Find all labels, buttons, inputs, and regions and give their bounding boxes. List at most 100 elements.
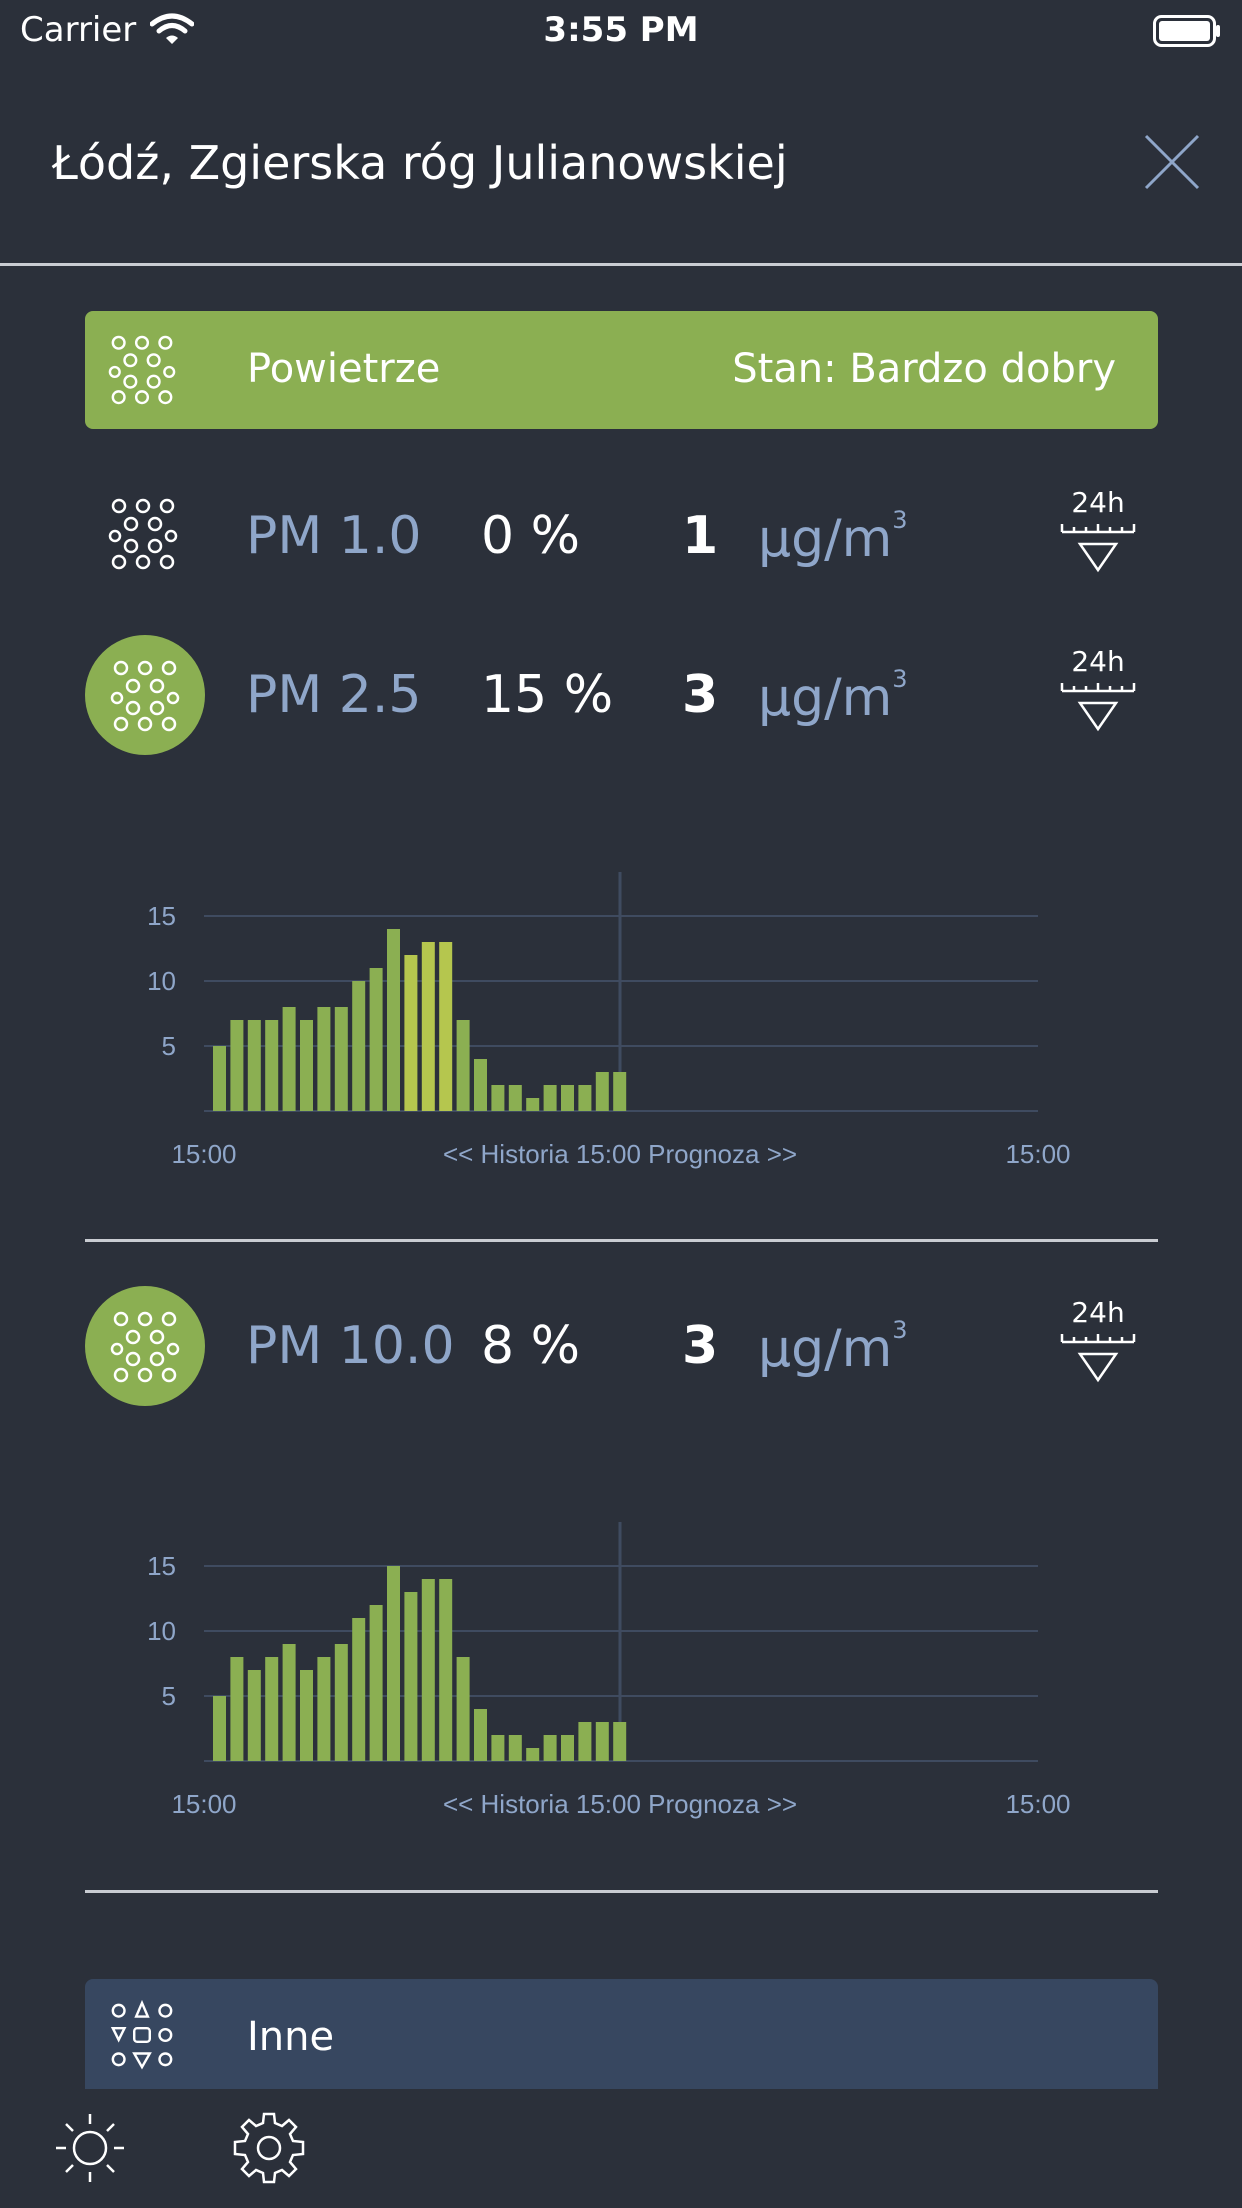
pm25-history-chart: 5 10 15 15:00 << Historia 15:00 Prognoza >> 1… [0, 860, 1242, 1200]
chart-bar [474, 1709, 487, 1761]
chart-bar [265, 1657, 279, 1761]
chart-bar [247, 1670, 261, 1761]
chart-bar [474, 1059, 487, 1111]
chart-bar [230, 1657, 244, 1761]
header-divider [0, 263, 1242, 266]
page-title: Łódź, Zgierska róg Julianowskiej [52, 136, 788, 190]
air-section-label: Powietrze [247, 346, 441, 392]
24h-history-button[interactable]: 24h [1056, 1296, 1140, 1396]
pm-row-pm10[interactable]: PM 10.0 8 % 3 µg/m3 24h [0, 1286, 1242, 1406]
y-tick-label: 10 [147, 1616, 176, 1646]
x-label-start: 15:00 [171, 1139, 236, 1169]
chart-bar [369, 1605, 383, 1761]
chart-bar [578, 1085, 592, 1111]
particles-icon [108, 335, 176, 405]
x-label-history-forecast: << Historia 15:00 Prognoza >> [443, 1139, 797, 1169]
chart-bar [213, 1046, 226, 1111]
other-section-bar[interactable]: Inne [85, 1979, 1158, 2089]
chart-bar [265, 1020, 279, 1111]
chart-bar [404, 955, 418, 1111]
chart-bar [282, 1007, 296, 1111]
pm-unit: µg/m3 [758, 665, 908, 728]
particles-icon [108, 498, 178, 570]
chart-bar [456, 1657, 470, 1761]
chart-bar [578, 1722, 592, 1761]
chart-bar [334, 1644, 348, 1761]
24h-history-button[interactable]: 24h [1056, 486, 1140, 586]
y-tick-label: 15 [147, 901, 176, 931]
x-label-start: 15:00 [171, 1789, 236, 1819]
pm-unit: µg/m3 [758, 506, 908, 569]
ruler-arrow-icon [1060, 524, 1136, 573]
chart-bar [282, 1644, 296, 1761]
pm-percent: 15 % [481, 665, 614, 725]
chart-bar [491, 1085, 505, 1111]
y-tick-label: 5 [162, 1681, 176, 1711]
24h-label: 24h [1071, 1296, 1125, 1329]
pm10-history-chart: 5 10 15 15:00 << Historia 15:00 Prognoza >> 1… [0, 1510, 1242, 1850]
chart-bar [404, 1592, 418, 1761]
chart-bar [595, 1072, 609, 1111]
air-quality-section-bar[interactable]: Powietrze Stan: Bardzo dobry [85, 311, 1158, 429]
pm10-chart-svg: 5 10 15 15:00 << Historia 15:00 Prognoza >> 1… [147, 1522, 1071, 1819]
particles-icon-badge [85, 1286, 205, 1406]
close-icon[interactable] [1140, 130, 1204, 194]
chart-bar [317, 1657, 331, 1761]
chart-bar [387, 929, 400, 1111]
pm-row-pm25[interactable]: PM 2.5 15 % 3 µg/m3 24h [0, 635, 1242, 755]
chart-bar [526, 1748, 540, 1761]
y-tick-label: 5 [162, 1031, 176, 1061]
pm-name: PM 2.5 [246, 665, 422, 725]
chart-bar [213, 1696, 226, 1761]
chart-bar [439, 942, 453, 1111]
x-label-history-forecast: << Historia 15:00 Prognoza >> [443, 1789, 797, 1819]
pm-percent: 0 % [481, 506, 581, 566]
chart-bar [421, 942, 435, 1111]
pm-value: 3 [682, 1316, 719, 1376]
status-time: 3:55 PM [543, 10, 699, 50]
ruler-arrow-icon [1060, 683, 1136, 732]
x-label-end: 15:00 [1005, 1139, 1070, 1169]
x-label-end: 15:00 [1005, 1789, 1070, 1819]
gear-icon[interactable] [231, 2110, 307, 2186]
24h-label: 24h [1071, 645, 1125, 678]
pm-name: PM 10.0 [246, 1316, 455, 1376]
chart-bar [352, 1618, 366, 1761]
chart-bar [595, 1722, 609, 1761]
chart-bar [508, 1085, 522, 1111]
chart-bar [613, 1722, 627, 1761]
air-status-label: Stan: Bardzo dobry [732, 346, 1116, 392]
chart-bar [387, 1566, 400, 1761]
wifi-icon [150, 13, 194, 44]
chart-bar [300, 1670, 313, 1761]
chart-bar [317, 1007, 331, 1111]
chart-bar [247, 1020, 261, 1111]
chart-bar [300, 1020, 313, 1111]
pm-unit: µg/m3 [758, 1316, 908, 1379]
chart-bar [561, 1735, 574, 1761]
y-tick-label: 10 [147, 966, 176, 996]
pm-value: 1 [682, 506, 719, 566]
chart-bar [543, 1735, 557, 1761]
chart-bar [491, 1735, 505, 1761]
24h-label: 24h [1071, 486, 1125, 519]
chart-bar [561, 1085, 574, 1111]
y-tick-label: 15 [147, 1551, 176, 1581]
other-section-label: Inne [247, 2014, 335, 2060]
chart-bar [352, 981, 366, 1111]
chart-bar [421, 1579, 435, 1761]
particles-icon-badge [85, 635, 205, 755]
other-pollutants-icon [110, 1999, 173, 2070]
chart-bar [613, 1072, 627, 1111]
pm-row-pm1[interactable]: PM 1.0 0 % 1 µg/m3 24h [0, 476, 1242, 596]
pm25-chart-svg: 5 10 15 15:00 << Historia 15:00 Prognoza >> 1… [147, 872, 1071, 1169]
particles-icon [110, 1311, 180, 1383]
ruler-arrow-icon [1060, 1334, 1136, 1383]
24h-history-button[interactable]: 24h [1056, 645, 1140, 745]
pm-percent: 8 % [481, 1316, 581, 1376]
section-divider [85, 1890, 1158, 1893]
chart-bar [543, 1085, 557, 1111]
chart-bar [526, 1098, 540, 1111]
sun-icon[interactable] [52, 2110, 128, 2186]
chart-bar [334, 1007, 348, 1111]
